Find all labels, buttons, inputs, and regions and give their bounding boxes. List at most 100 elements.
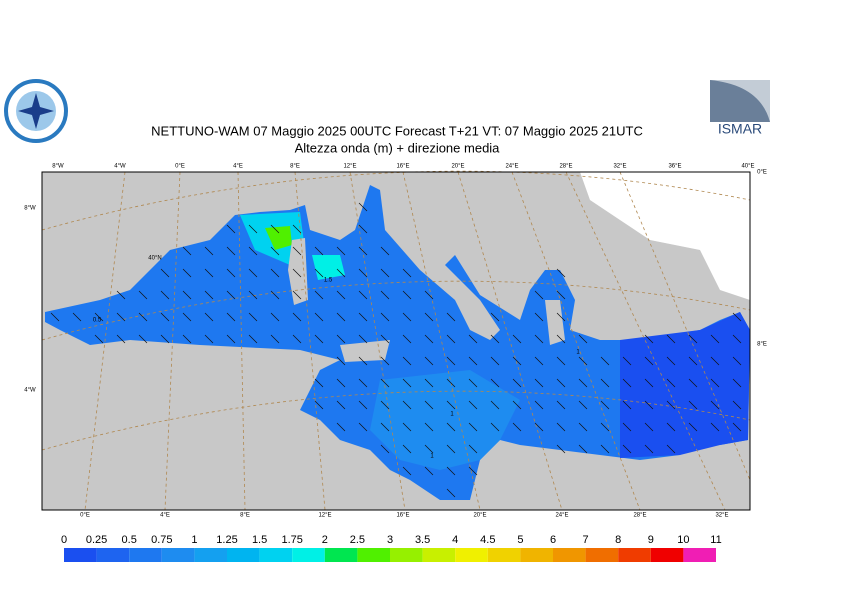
direction-arrow (270, 334, 280, 344)
direction-arrow (446, 400, 456, 410)
direction-arrow (270, 224, 280, 234)
direction-arrow (270, 268, 280, 278)
direction-arrow (490, 378, 500, 388)
lon-label: 0°E (175, 164, 185, 170)
direction-arrow (336, 268, 346, 278)
direction-arrow (94, 312, 104, 322)
colorbar-swatch (357, 548, 390, 562)
lon-label: 36°E (668, 164, 681, 170)
direction-arrow (380, 356, 390, 366)
direction-arrow (512, 334, 522, 344)
lon-label: 12°E (343, 164, 356, 170)
direction-arrow (248, 246, 258, 256)
direction-arrow (644, 378, 654, 388)
direction-arrow (358, 290, 368, 300)
direction-arrow (424, 466, 434, 476)
direction-arrow (94, 334, 104, 344)
direction-arrow (226, 224, 236, 234)
direction-arrow (138, 334, 148, 344)
direction-arrow (424, 400, 434, 410)
direction-arrow (446, 422, 456, 432)
direction-arrow (204, 246, 214, 256)
direction-arrow (556, 422, 566, 432)
direction-arrow (446, 356, 456, 366)
colorbar-swatch (96, 548, 130, 562)
colorbar-swatch (455, 548, 488, 562)
direction-arrow (556, 444, 566, 454)
direction-arrow (226, 290, 236, 300)
direction-arrow (380, 334, 390, 344)
direction-arrow (248, 334, 258, 344)
sea-peak (312, 255, 345, 280)
colorbar-swatch (422, 548, 456, 562)
direction-arrow (160, 334, 170, 344)
direction-arrow (336, 422, 346, 432)
direction-arrow (424, 422, 434, 432)
colorbar-swatch (194, 548, 227, 562)
direction-arrow (644, 422, 654, 432)
direction-arrow (710, 400, 720, 410)
direction-arrow (666, 400, 676, 410)
direction-arrow (204, 312, 214, 322)
direction-arrow (358, 378, 368, 388)
direction-arrow (666, 356, 676, 366)
direction-arrow (732, 312, 742, 322)
direction-arrow (710, 356, 720, 366)
colorbar-swatch (227, 548, 260, 562)
direction-arrow (556, 290, 566, 300)
direction-arrow (710, 378, 720, 388)
lon-label: 32°E (715, 513, 728, 519)
direction-arrow (314, 378, 324, 388)
direction-arrow (622, 444, 632, 454)
direction-arrow (204, 290, 214, 300)
colorbar-label: 9 (648, 534, 654, 546)
colorbar-swatch (585, 548, 619, 562)
colorbar-label: 1.5 (252, 534, 267, 546)
direction-arrow (644, 356, 654, 366)
lon-label: 20°E (451, 164, 464, 170)
map (41, 170, 751, 511)
colorbar-swatch (650, 548, 684, 562)
sea (45, 185, 750, 500)
direction-arrow (688, 356, 698, 366)
direction-arrow (534, 356, 544, 366)
colorbar-label: 4.5 (480, 534, 495, 546)
direction-arrow (226, 312, 236, 322)
island (288, 238, 308, 305)
lon-label: 16°E (396, 513, 409, 519)
direction-arrow (732, 356, 742, 366)
direction-arrow (314, 268, 324, 278)
direction-arrow (666, 444, 676, 454)
lon-label: 0°E (80, 513, 90, 519)
direction-arrow (578, 422, 588, 432)
colorbar-label: 0 (61, 534, 67, 546)
colorbar-swatch (259, 548, 293, 562)
direction-arrow (490, 356, 500, 366)
colorbar-label: 0.25 (86, 534, 107, 546)
direction-arrow (578, 334, 588, 344)
subtitle: Altezza onda (m) + direzione media (295, 140, 501, 155)
colorbar-swatch (390, 548, 423, 562)
direction-arrow (732, 378, 742, 388)
direction-arrow (402, 290, 412, 300)
direction-arrow (468, 466, 478, 476)
direction-arrow (446, 444, 456, 454)
direction-arrow (270, 312, 280, 322)
direction-arrow (468, 422, 478, 432)
direction-arrow (490, 400, 500, 410)
colorbar-label: 1 (191, 534, 197, 546)
colorbar-swatch (553, 548, 586, 562)
direction-arrow (380, 400, 390, 410)
direction-arrow (644, 400, 654, 410)
direction-arrow (402, 268, 412, 278)
direction-arrow (556, 268, 566, 278)
direction-arrow (50, 312, 60, 322)
direction-arrow (358, 202, 368, 212)
direction-arrow (314, 400, 324, 410)
direction-arrow (182, 290, 192, 300)
direction-arrow (182, 246, 192, 256)
direction-arrow (182, 334, 192, 344)
direction-arrow (336, 334, 346, 344)
direction-arrow (402, 312, 412, 322)
